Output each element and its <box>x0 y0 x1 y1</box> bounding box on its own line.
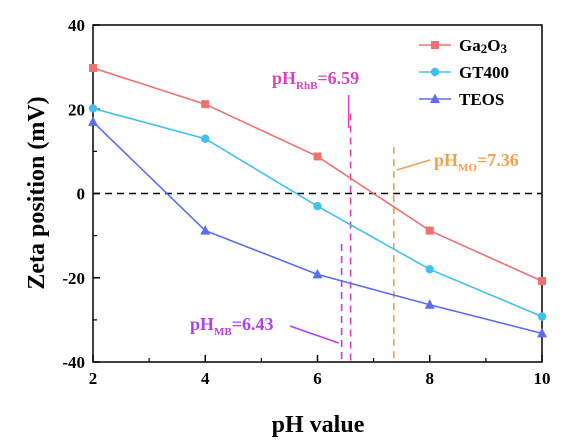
annotation-leader-mo <box>396 159 431 171</box>
data-point-teos <box>88 116 98 126</box>
x-tick-label: 10 <box>534 369 551 388</box>
annotation-leader-mb <box>289 325 339 344</box>
legend-label-ga2o3: Ga2O3 <box>459 36 507 56</box>
x-tick-label: 2 <box>89 369 98 388</box>
data-point-ga2o3 <box>425 226 434 235</box>
data-point-teos <box>312 268 323 279</box>
legend-group: Ga2O3 GT400 TEOS <box>419 36 509 109</box>
data-point-gt400 <box>88 104 98 113</box>
y-tick-label: -40 <box>62 353 85 372</box>
axes-group: 2 4 6 8 10 -40 -20 0 20 40 <box>62 16 550 388</box>
data-point-teos <box>200 225 211 235</box>
series-line-gt400 <box>92 107 543 318</box>
y-tick-label: 20 <box>68 100 85 119</box>
data-point-ga2o3 <box>313 152 322 161</box>
data-point-gt400 <box>201 134 210 143</box>
y-axis-title: Zeta position (mV) <box>24 96 50 289</box>
data-point-ga2o3 <box>89 63 97 72</box>
data-point-teos <box>424 299 435 309</box>
y-tick-label: 0 <box>77 185 86 204</box>
legend-marker-gt400 <box>430 67 440 77</box>
data-point-gt400 <box>537 312 547 321</box>
x-tick-label: 8 <box>426 369 435 388</box>
series-group <box>88 63 547 338</box>
legend-marker-teos <box>430 93 440 103</box>
y-tick-label: -20 <box>62 269 85 288</box>
legend-marker-ga2o3 <box>431 41 439 49</box>
data-point-ga2o3 <box>538 277 546 286</box>
data-point-teos <box>537 327 547 338</box>
data-point-ga2o3 <box>201 100 210 109</box>
annotation-mo: pHMO=7.36 <box>434 150 519 174</box>
reference-lines-group <box>93 113 542 362</box>
data-point-gt400 <box>313 201 322 211</box>
legend-label-teos: TEOS <box>459 90 504 109</box>
annotations-group: pHRhB=6.59 pHMO=7.36 pHMB=6.43 <box>190 68 519 344</box>
annotation-rhb: pHRhB=6.59 <box>272 68 359 92</box>
annotation-mb: pHMB=6.43 <box>190 314 274 338</box>
y-tick-label: 40 <box>68 16 85 35</box>
x-axis-title: pH value <box>272 412 365 438</box>
legend-label-gt400: GT400 <box>459 63 509 82</box>
x-tick-label: 4 <box>201 369 210 388</box>
data-point-gt400 <box>425 265 434 274</box>
x-tick-label: 6 <box>313 369 322 388</box>
